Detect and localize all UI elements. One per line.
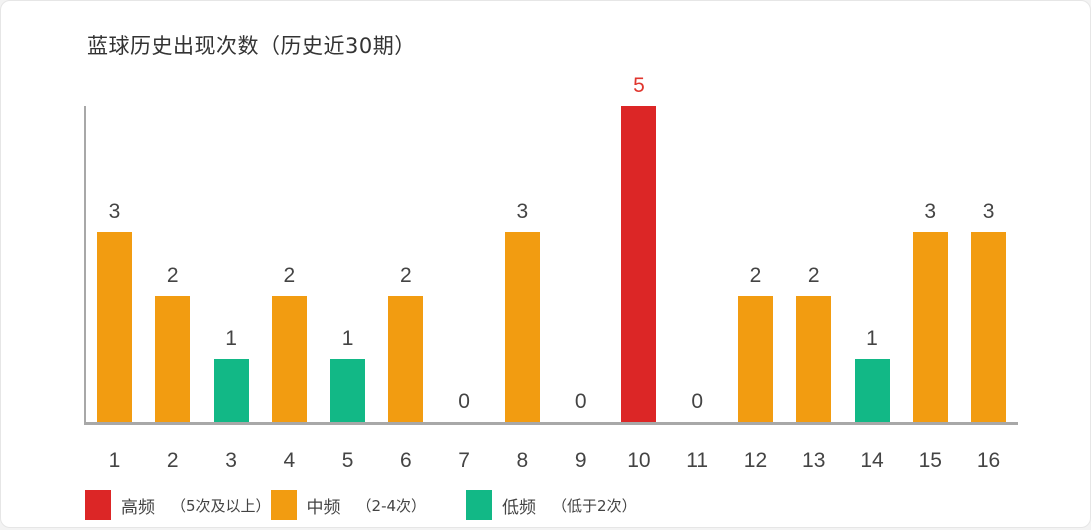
x-tick-label: 2: [166, 449, 179, 472]
x-tick-label: 15: [918, 449, 942, 472]
bar-value-label: 1: [225, 326, 237, 350]
bar-10: [621, 106, 657, 422]
x-tick-label: 10: [627, 449, 651, 472]
bar-value-label: 3: [924, 200, 937, 224]
bar-2: [155, 295, 191, 422]
bar-value-label: 3: [108, 200, 121, 224]
x-tick-label: 1: [108, 449, 121, 472]
x-tick-label: 6: [400, 449, 412, 472]
x-tick-label: 13: [802, 449, 826, 472]
bar-value-label: 3: [982, 200, 995, 224]
x-tick-label: 4: [283, 449, 296, 472]
chart-title: 蓝球历史出现次数（历史近30期）: [87, 34, 416, 58]
x-tick-label: 16: [976, 449, 1001, 472]
bar-15: [912, 232, 948, 422]
bar-1: [97, 232, 132, 422]
bar-value-label: 2: [749, 263, 762, 287]
x-tick-label: 8: [516, 449, 529, 472]
legend-item-mid: 中频 （2-4次）: [270, 490, 427, 520]
bar-value-label: 0: [691, 390, 704, 413]
bar-13: [796, 295, 832, 422]
x-tick-label: 3: [225, 449, 237, 472]
x-tick-label: 9: [574, 449, 587, 472]
bar-3: [213, 358, 249, 422]
x-axis-line: [84, 422, 1018, 425]
bar-16: [971, 232, 1007, 422]
legend-note-mid: （2-4次）: [356, 496, 427, 515]
legend-swatch-low: [466, 490, 493, 520]
bar-14: [854, 358, 890, 422]
bar-12: [737, 295, 773, 422]
legend-swatch-high: [85, 490, 111, 520]
legend-label-mid: 中频: [306, 497, 341, 518]
legend-note-high: （5次及以上）: [171, 496, 271, 515]
legend-item-high: 高频 （5次及以上）: [85, 490, 271, 520]
bar-value-label: 2: [283, 263, 296, 287]
bar-value-label: 0: [574, 390, 587, 413]
bar-6: [388, 295, 424, 422]
bar-value-label: 2: [807, 263, 820, 287]
legend-label-low: 低频: [502, 497, 537, 518]
x-tick-label: 12: [743, 449, 768, 472]
bar-value-label: 1: [341, 326, 354, 350]
y-axis-line: [84, 106, 86, 425]
bar-5: [330, 358, 366, 422]
bar-value-label: 2: [166, 263, 179, 287]
legend-note-low: （低于2次）: [552, 496, 637, 515]
legend-swatch-mid: [270, 490, 297, 520]
legend: 高频 （5次及以上） 中频 （2-4次） 低频 （低于2次）: [85, 490, 637, 520]
bar-value-label: 0: [458, 390, 470, 413]
bar-value-label: 5: [633, 74, 645, 97]
bar-value-label: 2: [400, 263, 412, 287]
legend-label-high: 高频: [121, 497, 155, 518]
bar-4: [271, 295, 307, 422]
x-tick-label: 5: [341, 449, 354, 472]
bar-value-label: 3: [516, 200, 529, 224]
x-tick-label: 11: [686, 449, 709, 472]
bar-value-label: 1: [866, 326, 878, 350]
bar-8: [504, 232, 540, 422]
x-tick-label: 7: [458, 449, 470, 472]
x-tick-label: 14: [860, 449, 884, 472]
legend-item-low: 低频 （低于2次）: [466, 490, 637, 520]
